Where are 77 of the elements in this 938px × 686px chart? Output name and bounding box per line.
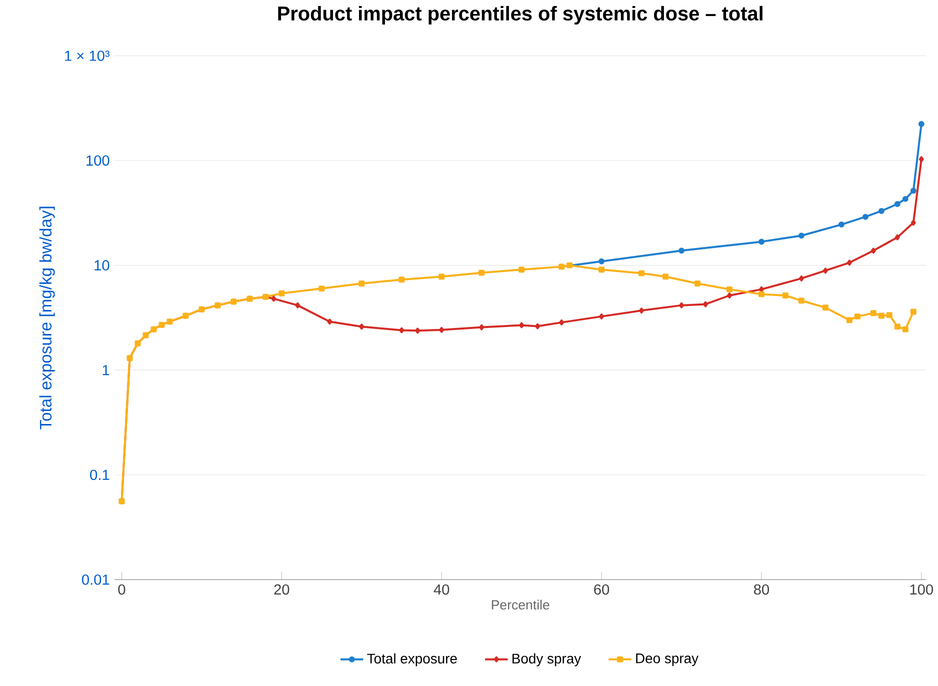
point — [918, 120, 924, 127]
y-tick-label: 10 — [94, 260, 110, 270]
point — [598, 258, 605, 264]
point — [798, 298, 804, 304]
point — [638, 270, 644, 276]
point — [910, 308, 916, 315]
point — [902, 196, 908, 202]
point — [870, 248, 876, 254]
x-tick-label: 0 — [118, 584, 126, 595]
point — [846, 260, 852, 266]
point — [838, 221, 844, 228]
y-tick-label: 0.1 — [90, 470, 110, 480]
point — [854, 313, 860, 320]
point — [902, 326, 908, 332]
point — [822, 268, 828, 274]
point — [318, 285, 325, 292]
point — [894, 324, 900, 330]
point — [870, 310, 876, 316]
x-tick-label: 20 — [274, 584, 290, 595]
point — [679, 302, 684, 308]
point — [566, 262, 573, 268]
chart-title: Product impact percentiles of systemic dose – total — [278, 6, 762, 24]
point — [271, 296, 276, 302]
point — [694, 280, 700, 286]
point — [278, 290, 285, 296]
point — [702, 301, 708, 308]
y-axis-title: Total exposure [mg/kg bw/day] — [39, 206, 55, 430]
x-tick-label: 40 — [434, 584, 450, 595]
point — [535, 323, 540, 330]
point — [662, 274, 668, 280]
x-tick-label: 60 — [594, 584, 610, 595]
point — [910, 220, 916, 226]
point — [862, 214, 868, 220]
point — [782, 292, 788, 298]
point — [878, 312, 884, 319]
point — [479, 324, 484, 330]
point — [678, 248, 684, 254]
point — [910, 188, 916, 194]
point — [758, 238, 764, 245]
point — [798, 232, 804, 239]
point — [327, 318, 332, 325]
point — [559, 319, 564, 326]
point — [399, 327, 404, 334]
point — [639, 307, 644, 314]
point — [438, 274, 445, 280]
point — [518, 266, 525, 273]
point — [439, 326, 444, 333]
point — [398, 276, 405, 283]
point — [822, 304, 828, 310]
legend-label: Deo spray — [636, 653, 698, 666]
point — [918, 156, 924, 162]
point — [359, 324, 364, 330]
x-axis-title: Percentile — [492, 600, 550, 610]
point — [726, 292, 732, 298]
point — [478, 270, 485, 276]
y-tick-label: 100 — [86, 155, 110, 166]
legend-label: Total exposure — [367, 653, 457, 666]
y-tick-label: 0.01 — [82, 574, 110, 585]
point — [878, 208, 884, 214]
legend-label: Body spray — [512, 653, 582, 666]
y-tick-label: 1 — [102, 364, 110, 376]
point — [726, 286, 732, 292]
point — [519, 322, 524, 328]
point — [599, 313, 604, 320]
point — [886, 312, 892, 318]
point — [358, 280, 365, 286]
point — [894, 200, 900, 207]
point — [758, 291, 764, 298]
point — [894, 234, 900, 240]
point — [415, 328, 420, 334]
point — [295, 302, 300, 308]
point — [846, 317, 852, 323]
point — [798, 275, 804, 282]
x-tick-label: 80 — [754, 584, 769, 595]
x-tick-label: 100 — [910, 584, 933, 595]
point — [598, 266, 605, 273]
y-tick-label: 1 × 10³ — [65, 50, 110, 61]
